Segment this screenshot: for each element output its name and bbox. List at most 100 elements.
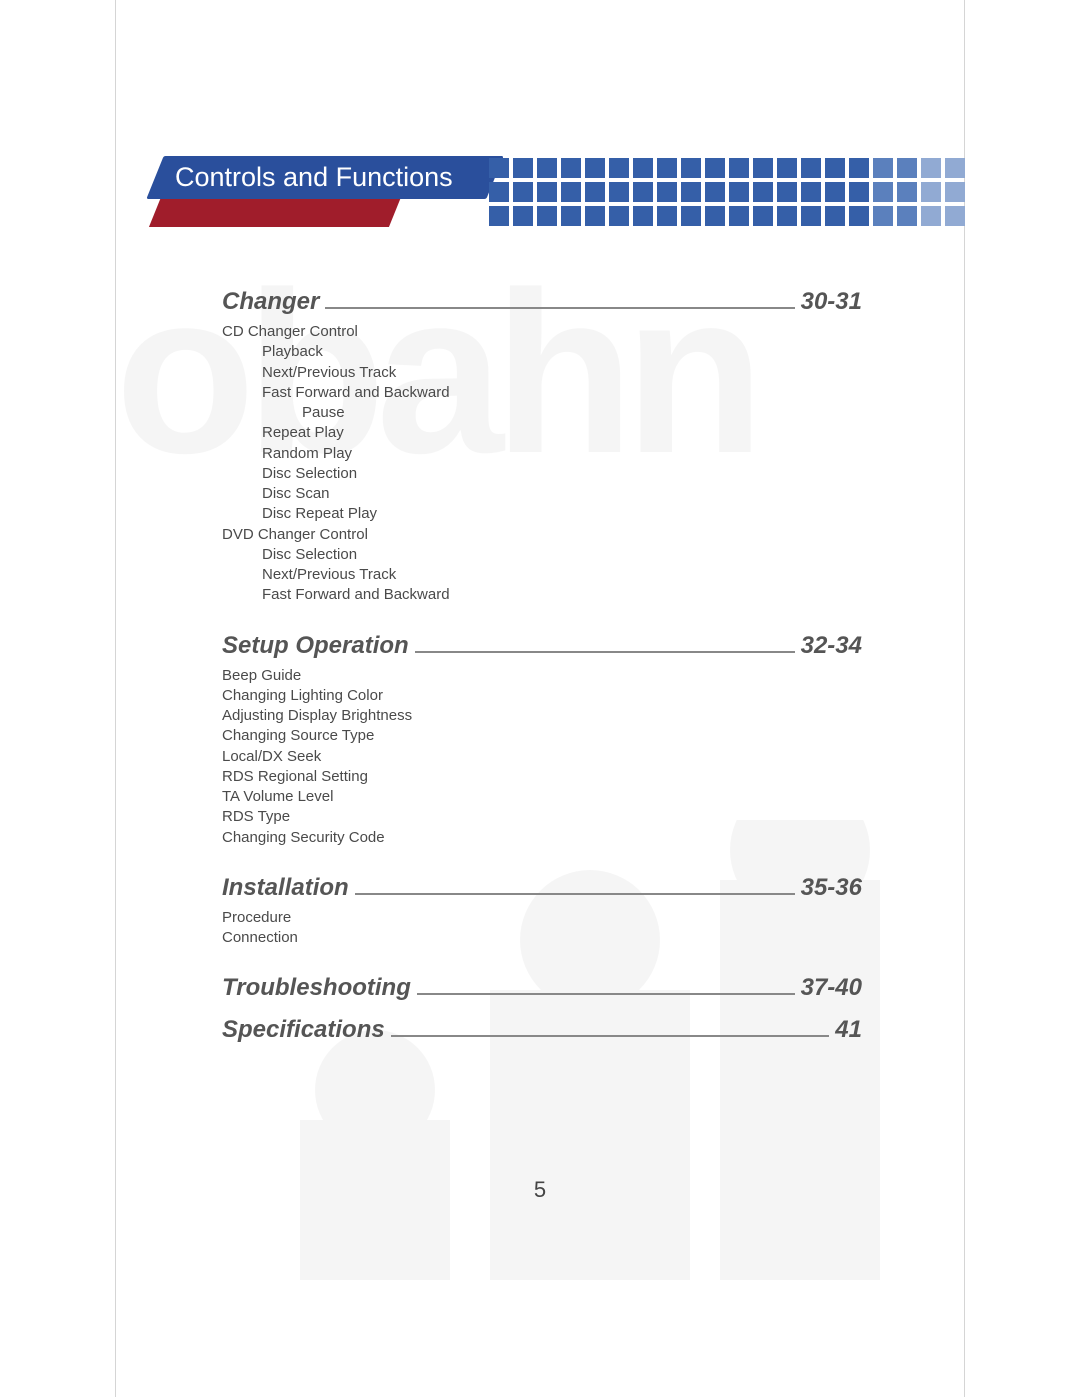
header-dot xyxy=(801,182,821,202)
toc-item: Connection xyxy=(222,928,862,948)
header-dot xyxy=(825,158,845,178)
page-header: Controls and Functions xyxy=(115,148,965,218)
header-dot xyxy=(825,182,845,202)
header-dot xyxy=(705,158,725,178)
header-dot-grid xyxy=(489,158,965,226)
header-dot xyxy=(561,182,581,202)
header-dot xyxy=(753,182,773,202)
toc-item: Disc Scan xyxy=(222,484,862,504)
toc-item: Random Play xyxy=(222,444,862,464)
toc-item: Pause xyxy=(222,403,862,423)
header-dot xyxy=(513,182,533,202)
header-dot xyxy=(945,206,965,226)
header-dot xyxy=(777,158,797,178)
header-dot xyxy=(945,182,965,202)
header-dot xyxy=(513,158,533,178)
toc-sub-list: ProcedureConnection xyxy=(222,908,862,949)
toc-sub-list: Beep GuideChanging Lighting ColorAdjusti… xyxy=(222,666,862,848)
header-dot xyxy=(849,158,869,178)
header-dot xyxy=(585,158,605,178)
header-dot xyxy=(897,206,917,226)
header-dot xyxy=(801,158,821,178)
header-dot xyxy=(753,158,773,178)
header-dot xyxy=(609,206,629,226)
toc-section-page: 41 xyxy=(835,1016,862,1044)
header-dot xyxy=(633,182,653,202)
toc-section-page: 37-40 xyxy=(801,974,862,1002)
header-accent-red xyxy=(149,197,401,227)
toc-section-row: Specifications41 xyxy=(222,1016,862,1044)
header-dot xyxy=(873,158,893,178)
header-dot xyxy=(609,158,629,178)
toc-leader-line xyxy=(417,993,795,995)
toc-item: RDS Type xyxy=(222,807,862,827)
header-dot xyxy=(633,206,653,226)
toc-item: Repeat Play xyxy=(222,423,862,443)
header-dot xyxy=(561,158,581,178)
header-title: Controls and Functions xyxy=(175,162,453,193)
header-dot xyxy=(705,182,725,202)
header-dot xyxy=(609,182,629,202)
header-dot xyxy=(825,206,845,226)
toc-section-title: Changer xyxy=(222,288,319,316)
header-dot xyxy=(489,182,509,202)
toc-item: Next/Previous Track xyxy=(222,565,862,585)
toc-item: CD Changer Control xyxy=(222,322,862,342)
header-dot xyxy=(537,182,557,202)
toc-item: TA Volume Level xyxy=(222,787,862,807)
header-dot xyxy=(729,182,749,202)
toc-content: Changer30-31CD Changer ControlPlaybackNe… xyxy=(222,278,862,1048)
toc-leader-line xyxy=(325,307,794,309)
toc-leader-line xyxy=(355,893,795,895)
header-dot xyxy=(657,206,677,226)
header-dot xyxy=(849,182,869,202)
header-dot xyxy=(801,206,821,226)
toc-item: Beep Guide xyxy=(222,666,862,686)
header-dot xyxy=(873,206,893,226)
header-dot xyxy=(489,158,509,178)
header-dot xyxy=(777,206,797,226)
header-dot xyxy=(753,206,773,226)
toc-section-row: Changer 30-31 xyxy=(222,288,862,316)
header-dot xyxy=(777,182,797,202)
header-dot xyxy=(537,206,557,226)
toc-section-title: Troubleshooting xyxy=(222,974,411,1002)
header-dot xyxy=(657,182,677,202)
header-dot xyxy=(513,206,533,226)
header-dot xyxy=(729,206,749,226)
header-dot xyxy=(921,206,941,226)
toc-item: Fast Forward and Backward xyxy=(222,383,862,403)
page-number: 5 xyxy=(0,1177,1080,1203)
header-dot xyxy=(633,158,653,178)
header-dot xyxy=(897,158,917,178)
toc-section-row: Troubleshooting 37-40 xyxy=(222,974,862,1002)
header-dot xyxy=(681,158,701,178)
toc-section-page: 35-36 xyxy=(801,874,862,902)
toc-sub-list: CD Changer ControlPlaybackNext/Previous … xyxy=(222,322,862,606)
toc-item: Next/Previous Track xyxy=(222,363,862,383)
toc-item: Changing Source Type xyxy=(222,726,862,746)
toc-item: Changing Lighting Color xyxy=(222,686,862,706)
toc-item: DVD Changer Control xyxy=(222,525,862,545)
toc-spacer xyxy=(222,1044,862,1048)
header-dot xyxy=(489,206,509,226)
toc-section-row: Installation 35-36 xyxy=(222,874,862,902)
header-dot xyxy=(873,182,893,202)
header-dot xyxy=(561,206,581,226)
header-dot xyxy=(681,182,701,202)
toc-section-row: Setup Operation32-34 xyxy=(222,632,862,660)
toc-section-title: Installation xyxy=(222,874,349,902)
toc-item: Disc Repeat Play xyxy=(222,504,862,524)
toc-section-title: Setup Operation xyxy=(222,632,409,660)
toc-item: Adjusting Display Brightness xyxy=(222,706,862,726)
toc-item: Local/DX Seek xyxy=(222,747,862,767)
header-dot xyxy=(921,182,941,202)
header-dot xyxy=(945,158,965,178)
header-dot xyxy=(921,158,941,178)
header-dot xyxy=(705,206,725,226)
toc-section-page: 30-31 xyxy=(801,288,862,316)
toc-item: Playback xyxy=(222,342,862,362)
toc-item: Changing Security Code xyxy=(222,828,862,848)
toc-item: Disc Selection xyxy=(222,545,862,565)
toc-leader-line xyxy=(391,1035,830,1037)
